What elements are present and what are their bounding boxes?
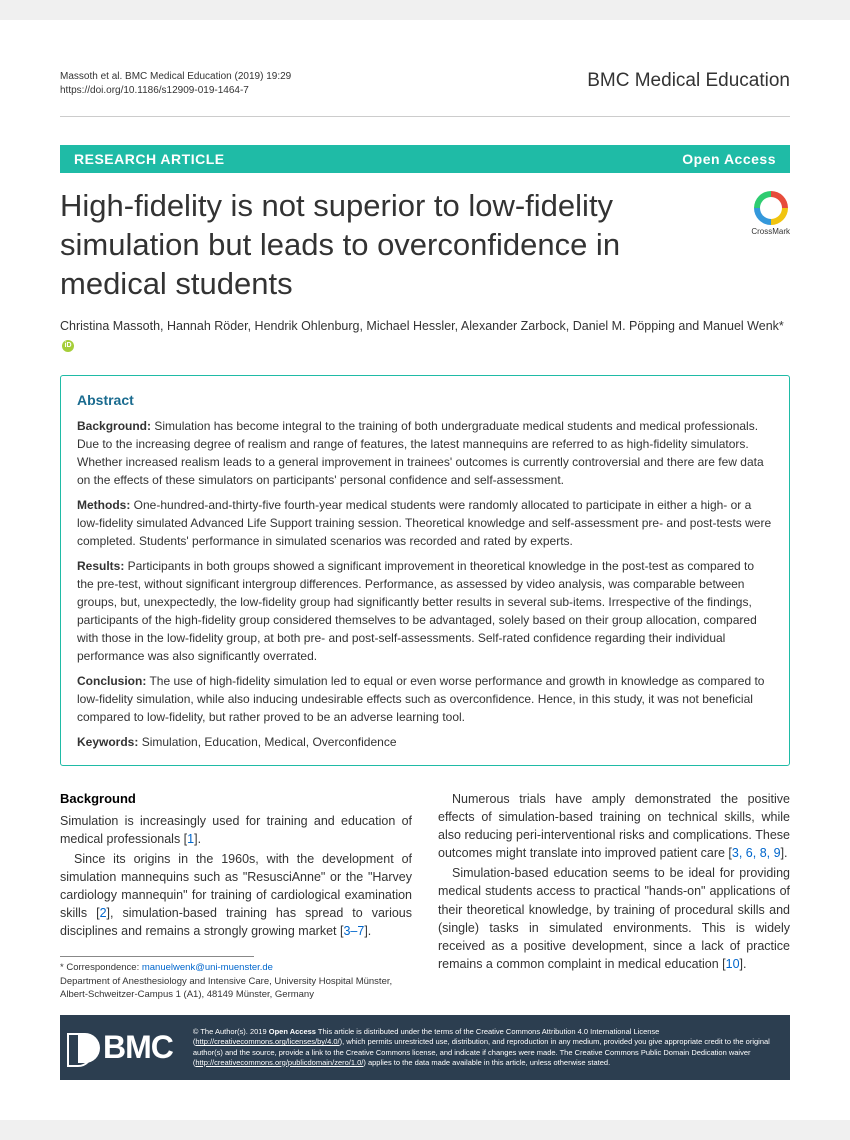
license-text: © The Author(s). 2019 Open Access This a… xyxy=(193,1027,772,1068)
bmc-logo-text: BMC xyxy=(103,1029,173,1066)
author-list: Christina Massoth, Hannah Röder, Hendrik… xyxy=(60,317,790,355)
correspondence-divider xyxy=(60,956,254,957)
open-access-label: Open Access xyxy=(682,151,776,167)
correspondence-email[interactable]: manuelwenk@uni-muenster.de xyxy=(142,962,273,973)
abstract-methods: Methods: One-hundred-and-thirty-five fou… xyxy=(77,496,773,550)
crossmark-label: CrossMark xyxy=(751,227,790,236)
journal-name: BMC Medical Education xyxy=(587,70,790,92)
body-columns: Background Simulation is increasingly us… xyxy=(60,790,790,1002)
ref-link[interactable]: 3, 6, 8, 9 xyxy=(732,846,781,860)
body-para-3: Numerous trials have amply demonstrated … xyxy=(438,790,790,863)
ref-link[interactable]: 10 xyxy=(726,957,740,971)
bmc-logo-icon xyxy=(78,1033,100,1063)
abstract-background: Background: Simulation has become integr… xyxy=(77,417,773,489)
article-type-label: RESEARCH ARTICLE xyxy=(74,151,225,167)
crossmark-icon xyxy=(754,191,788,225)
ref-link[interactable]: 3–7 xyxy=(343,924,364,938)
abstract-results: Results: Participants in both groups sho… xyxy=(77,557,773,665)
abstract-heading: Abstract xyxy=(77,390,773,411)
left-column: Background Simulation is increasingly us… xyxy=(60,790,412,1002)
right-column: Numerous trials have amply demonstrated … xyxy=(438,790,790,1002)
correspondence-affiliation: Department of Anesthesiology and Intensi… xyxy=(60,976,392,1000)
orcid-icon[interactable] xyxy=(62,340,74,352)
crossmark-badge[interactable]: CrossMark xyxy=(751,191,790,236)
correspondence-label: * Correspondence: xyxy=(60,962,142,973)
title-row: High-fidelity is not superior to low-fid… xyxy=(60,187,790,303)
footer-bar: BMC © The Author(s). 2019 Open Access Th… xyxy=(60,1015,790,1080)
license-link[interactable]: http://creativecommons.org/licenses/by/4… xyxy=(195,1037,339,1046)
abstract-box: Abstract Background: Simulation has beco… xyxy=(60,375,790,766)
body-para-1: Simulation is increasingly used for trai… xyxy=(60,812,412,848)
article-type-banner: RESEARCH ARTICLE Open Access xyxy=(60,145,790,173)
license-link[interactable]: http://creativecommons.org/publicdomain/… xyxy=(195,1058,363,1067)
page: Massoth et al. BMC Medical Education (20… xyxy=(0,20,850,1120)
article-title: High-fidelity is not superior to low-fid… xyxy=(60,187,733,303)
header-divider xyxy=(60,116,790,117)
body-para-2: Since its origins in the 1960s, with the… xyxy=(60,850,412,941)
abstract-keywords: Keywords: Simulation, Education, Medical… xyxy=(77,733,773,751)
abstract-conclusion: Conclusion: The use of high-fidelity sim… xyxy=(77,672,773,726)
correspondence-block: * Correspondence: manuelwenk@uni-muenste… xyxy=(60,961,412,1001)
ref-link[interactable]: 2 xyxy=(100,906,107,920)
authors-text: Christina Massoth, Hannah Röder, Hendrik… xyxy=(60,319,784,333)
bmc-logo: BMC xyxy=(78,1029,173,1066)
body-para-4: Simulation-based education seems to be i… xyxy=(438,864,790,973)
background-heading: Background xyxy=(60,790,412,809)
